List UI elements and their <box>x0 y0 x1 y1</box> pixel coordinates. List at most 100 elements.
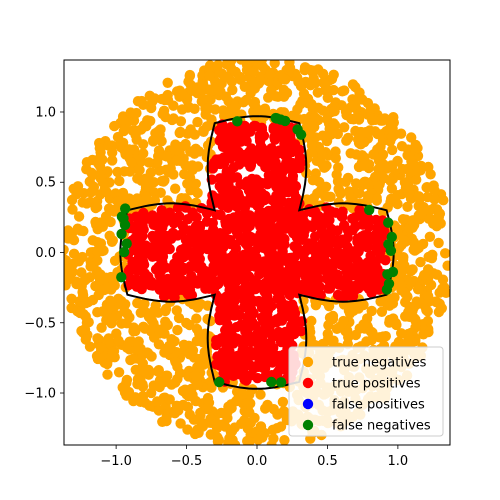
true-negative-point <box>117 114 128 126</box>
true-positive-point <box>277 305 288 316</box>
false-negatives-layer <box>116 112 399 388</box>
true-negative-point <box>107 155 118 166</box>
true-negative-point <box>128 198 139 209</box>
false-negative-point <box>295 129 307 140</box>
true-positive-point <box>185 234 196 245</box>
true-positive-point <box>223 179 234 190</box>
true-positive-point <box>245 161 256 172</box>
true-negative-point <box>140 191 152 203</box>
true-negative-point <box>440 287 450 298</box>
true-negative-point <box>105 281 116 292</box>
true-negative-point <box>220 91 232 102</box>
false-negative-point <box>275 114 286 125</box>
true-negative-point <box>182 178 193 189</box>
true-positive-point <box>214 228 226 239</box>
true-positive-point <box>257 341 268 353</box>
true-negative-point <box>162 77 173 89</box>
true-positive-point <box>267 357 278 368</box>
true-negative-point <box>278 84 290 96</box>
true-positive-point <box>231 369 242 380</box>
true-negative-point <box>370 171 381 183</box>
true-negative-point <box>95 342 107 353</box>
true-positive-point <box>235 259 246 270</box>
legend-label: true positives <box>332 377 421 392</box>
y-tick-label: 0.0 <box>35 246 56 261</box>
true-negative-point <box>149 195 161 206</box>
true-negative-point <box>173 312 185 324</box>
true-negative-point <box>423 161 434 173</box>
true-negative-point <box>212 418 223 429</box>
true-positive-point <box>229 310 240 321</box>
true-negative-point <box>161 151 173 162</box>
true-negative-point <box>433 237 444 249</box>
true-positive-point <box>324 283 336 294</box>
true-negative-point <box>79 275 90 286</box>
true-negative-point <box>189 428 201 440</box>
true-negative-point <box>329 120 341 131</box>
true-negative-point <box>241 94 252 106</box>
true-negative-point <box>433 212 444 223</box>
true-positive-point <box>379 226 390 237</box>
true-positive-point <box>134 234 145 245</box>
true-negative-point <box>319 191 331 202</box>
true-negative-point <box>191 323 203 335</box>
true-negative-point <box>73 211 85 222</box>
true-positive-point <box>155 210 167 221</box>
true-positive-point <box>222 202 234 213</box>
true-positive-point <box>134 250 146 261</box>
true-negative-point <box>171 155 182 166</box>
true-negative-point <box>239 81 250 93</box>
true-positive-point <box>236 335 248 346</box>
true-negative-point <box>64 225 74 236</box>
true-negative-point <box>76 325 87 337</box>
true-negative-point <box>255 421 267 432</box>
true-negative-point <box>266 85 277 96</box>
true-negative-point <box>340 176 351 187</box>
true-positive-point <box>197 269 208 280</box>
true-positive-point <box>291 215 303 227</box>
true-positive-point <box>324 215 335 226</box>
true-negative-point <box>350 178 362 189</box>
true-negative-point <box>421 305 432 316</box>
true-positive-point <box>351 279 362 291</box>
true-positive-point <box>321 273 333 284</box>
true-negative-point <box>137 366 148 377</box>
true-negative-point <box>131 134 142 145</box>
true-negative-point <box>85 261 96 272</box>
true-negative-point <box>198 79 209 90</box>
legend-label: true negatives <box>332 356 427 371</box>
true-negative-point <box>236 60 247 65</box>
true-negative-point <box>226 425 238 437</box>
true-positive-point <box>241 324 252 335</box>
true-negative-point <box>176 193 187 204</box>
true-positive-point <box>266 300 277 312</box>
false-negative-point <box>116 211 128 222</box>
true-negative-point <box>410 314 421 325</box>
true-negative-point <box>423 291 434 302</box>
true-negative-point <box>365 104 376 115</box>
false-negative-point <box>119 246 130 258</box>
true-negative-point <box>312 87 323 98</box>
true-positive-point <box>273 162 284 174</box>
true-positive-point <box>123 265 135 276</box>
true-negative-point <box>412 284 424 295</box>
true-negative-point <box>317 68 329 80</box>
true-negative-point <box>411 174 422 185</box>
true-negative-point <box>331 169 342 180</box>
true-positive-point <box>145 247 156 258</box>
true-negative-point <box>107 235 119 246</box>
true-positive-point <box>310 231 321 242</box>
y-tick-label: 0.5 <box>35 176 56 191</box>
true-positive-point <box>175 244 187 256</box>
true-negative-point <box>64 244 69 255</box>
true-negative-point <box>81 157 93 168</box>
true-negative-point <box>429 185 440 196</box>
true-negative-point <box>395 128 407 139</box>
true-negative-point <box>351 149 362 160</box>
true-negative-point <box>358 160 370 171</box>
true-negative-point <box>186 146 197 157</box>
true-negative-point <box>174 127 185 139</box>
true-negative-point <box>145 167 157 178</box>
true-negative-point <box>234 71 245 83</box>
